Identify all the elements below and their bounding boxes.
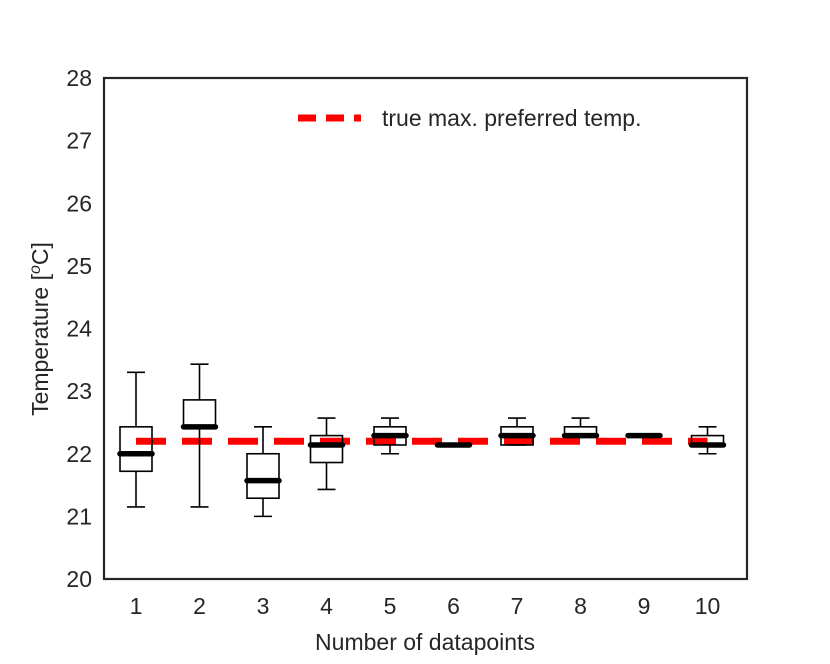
- y-tick-label: 26: [66, 190, 92, 216]
- box-iqr: [119, 426, 153, 473]
- y-tick-label: 28: [66, 65, 92, 91]
- x-tick-label: 3: [257, 593, 270, 619]
- x-tick-label: 2: [193, 593, 206, 619]
- y-tick-label: 27: [66, 128, 92, 154]
- y-axis-label-unit: C]: [27, 242, 53, 265]
- box-plot-2: [180, 363, 219, 508]
- x-tick-label: 5: [384, 593, 397, 619]
- y-tick-label: 22: [66, 441, 92, 467]
- box-plot-1: [117, 371, 155, 508]
- x-tick-label: 8: [574, 593, 587, 619]
- box-iqr: [246, 452, 280, 500]
- y-axis-label-main: Temperature [: [27, 273, 53, 416]
- y-tick-label: 25: [66, 253, 92, 279]
- y-tick-label: 21: [66, 503, 92, 529]
- box-plot-8: [561, 417, 600, 439]
- box-iqr: [309, 434, 344, 464]
- x-tick-label: 7: [511, 593, 524, 619]
- x-tick-label: 1: [130, 593, 143, 619]
- y-tick-label: 23: [66, 378, 92, 404]
- x-tick-label: 9: [638, 593, 651, 619]
- box-iqr: [182, 399, 217, 428]
- x-tick-label: 10: [695, 593, 721, 619]
- box-plot-7: [498, 417, 536, 446]
- box-plot-5: [371, 417, 409, 455]
- legend-label: true max. preferred temp.: [382, 105, 642, 131]
- y-tick-label: 24: [66, 316, 92, 342]
- y-axis-label: Temperature [oC]: [27, 242, 53, 416]
- box-plot-4: [307, 417, 346, 491]
- box-plot-10: [688, 426, 727, 455]
- x-tick-label: 6: [447, 593, 460, 619]
- box-plot-3: [244, 426, 282, 518]
- y-tick-label: 20: [66, 566, 92, 592]
- x-tick-label: 4: [320, 593, 333, 619]
- plot-frame: [102, 76, 749, 581]
- y-axis-label-superscript: o: [27, 265, 44, 274]
- legend: true max. preferred temp.: [298, 105, 642, 131]
- x-axis-label: Number of datapoints: [315, 629, 535, 655]
